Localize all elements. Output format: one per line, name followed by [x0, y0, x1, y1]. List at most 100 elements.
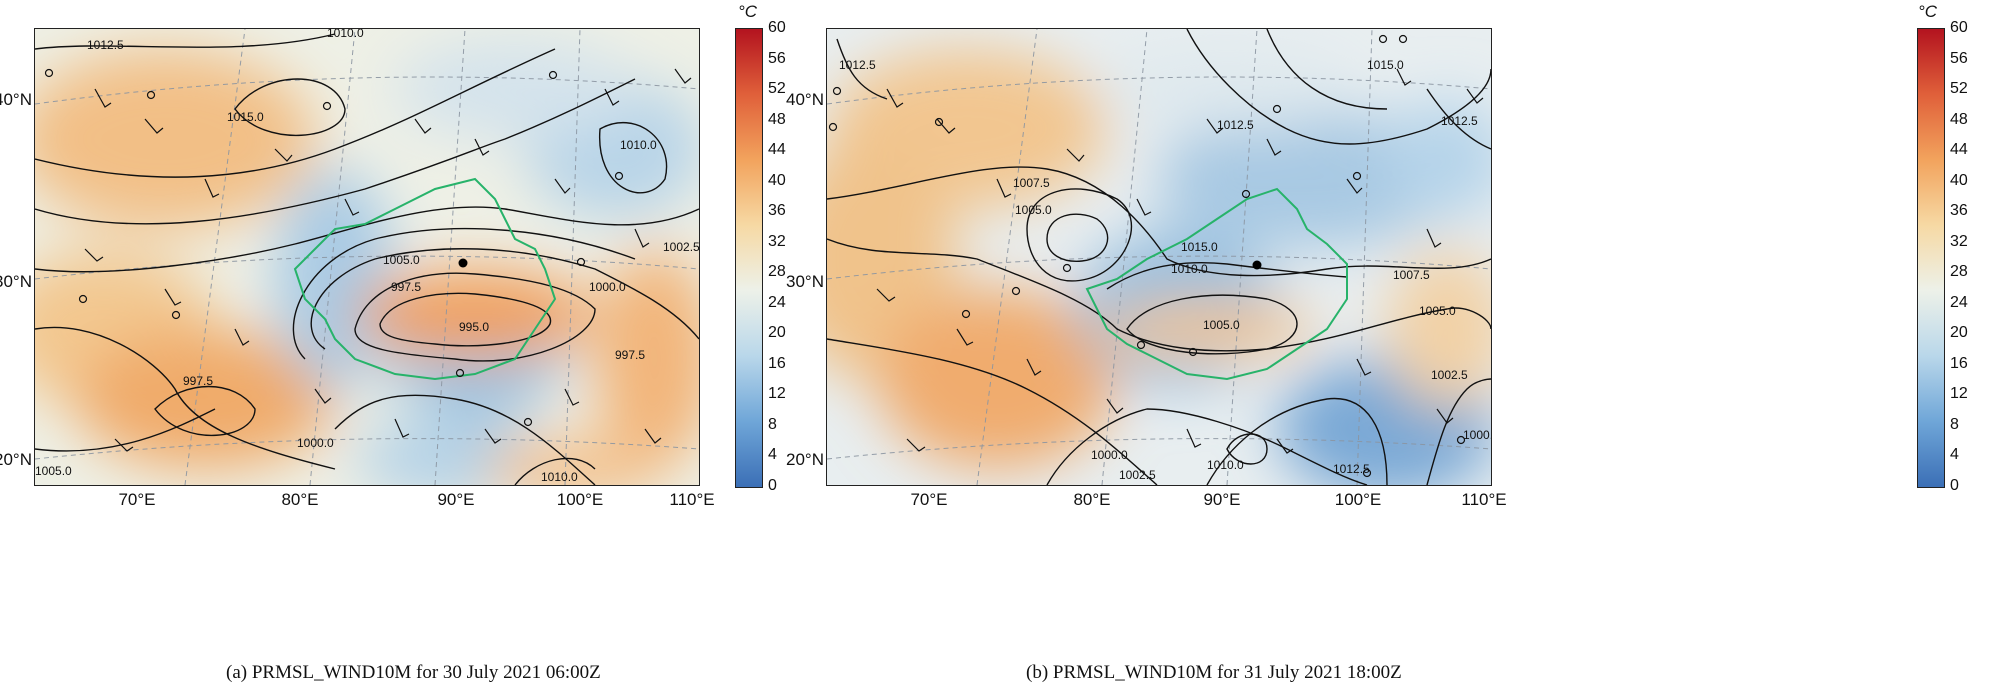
colorbar-tick: 4 — [1950, 446, 1959, 464]
map-b-svg: 1012.5 1015.0 1012.5 1012.5 1007.5 1005.… — [827, 29, 1491, 485]
colorbar-tick: 8 — [768, 415, 777, 433]
colorbar-tick: 16 — [768, 354, 786, 372]
lat-label: 30°N — [786, 272, 824, 291]
lon-label: 110°E — [1461, 490, 1507, 509]
contour-label: 1005.0 — [35, 464, 72, 478]
colorbar-tick: 48 — [768, 110, 786, 128]
lon-label: 110°E — [669, 490, 715, 509]
map-a-svg: 1012.5 1010.0 1015.0 1010.0 1005.0 1002.… — [35, 29, 699, 485]
colorbar-tick: 4 — [768, 446, 777, 464]
contour-label: 1005.0 — [1419, 304, 1456, 318]
isobars-b — [827, 29, 1491, 485]
lon-label: 70°E — [910, 490, 948, 509]
contour-label: 1012.5 — [87, 38, 124, 52]
contour-label: 1000.0 — [589, 280, 626, 294]
lat-label: 20°N — [0, 450, 32, 469]
contour-label: 1010.0 — [620, 138, 657, 152]
contour-label: 1015.0 — [1367, 58, 1404, 72]
contour-label: 995.0 — [459, 320, 489, 334]
temperature-field-b — [827, 49, 1491, 485]
colorbar-tick: 28 — [1950, 263, 1968, 281]
colorbar-tick: 8 — [1950, 415, 1959, 433]
colorbar-tick: 60 — [768, 19, 786, 36]
lon-label: 90°E — [1203, 490, 1241, 509]
contour-label: 1002.5 — [1119, 468, 1156, 482]
contour-label: 1012.5 — [839, 58, 876, 72]
contour-label: 1005.0 — [1015, 203, 1052, 217]
contour-label: 1010.0 — [1171, 262, 1208, 276]
caption-b: (b) PRMSL_WIND10M for 31 July 2021 18:00… — [1026, 662, 1402, 683]
colorbar-tick: 44 — [768, 141, 786, 159]
lon-label: 100°E — [556, 490, 604, 509]
caption-a: (a) PRMSL_WIND10M for 30 July 2021 06:00… — [226, 662, 601, 683]
contour-labels-b: 1012.5 1015.0 1012.5 1012.5 1007.5 1005.… — [839, 58, 1491, 482]
colorbar-tick: 28 — [768, 263, 786, 281]
calm-markers-a — [44, 68, 624, 427]
contour-label: 1010.0 — [541, 470, 578, 484]
lon-label: 80°E — [281, 490, 319, 509]
lat-label: 20°N — [786, 450, 824, 469]
colorbar-tick: 60 — [1950, 19, 1968, 36]
colorbar-tick: 48 — [1950, 110, 1968, 128]
colorbar-unit: °C — [738, 2, 758, 21]
graticule-b — [827, 29, 1491, 485]
colorbar-tick: 12 — [1950, 385, 1968, 403]
colorbar-tick: 20 — [1950, 324, 1968, 342]
wind-barbs-b — [876, 68, 1484, 454]
colorbar-tick: 24 — [768, 293, 786, 311]
lat-label: 40°N — [0, 90, 32, 109]
colorbar-tick: 40 — [1950, 171, 1968, 189]
contour-label: 1002.5 — [663, 240, 699, 254]
lat-label: 40°N — [786, 90, 824, 109]
isobars-a — [35, 33, 699, 485]
colorbar-tick: 56 — [1950, 49, 1968, 67]
colorbar-tick: 56 — [768, 49, 786, 67]
contour-label: 1010.0 — [1207, 458, 1244, 472]
colorbar-tick: 32 — [768, 232, 786, 250]
lon-label: 90°E — [437, 490, 475, 509]
region-boundary-a — [293, 177, 557, 381]
contour-label: 1005.0 — [383, 253, 420, 267]
contour-labels-a: 1012.5 1010.0 1015.0 1010.0 1005.0 1002.… — [35, 29, 699, 484]
colorbar-unit: °C — [1918, 2, 1938, 21]
map-a: 1012.5 1010.0 1015.0 1010.0 1005.0 1002.… — [34, 28, 700, 486]
colorbar-tick: 0 — [768, 477, 777, 494]
calm-markers-b — [828, 34, 1466, 478]
colorbar-tick: 36 — [1950, 202, 1968, 220]
contour-label: 1012.5 — [1217, 118, 1254, 132]
lon-label: 100°E — [1334, 490, 1382, 509]
colorbar-tick: 0 — [1950, 477, 1959, 494]
contour-label: 1010.0 — [327, 29, 364, 40]
contour-label: 1000.0 — [1091, 448, 1128, 462]
colorbar-tick: 52 — [1950, 80, 1968, 98]
contour-label: 997.5 — [615, 348, 645, 362]
wind-barbs-a — [84, 68, 692, 452]
contour-label: 1007.5 — [1013, 176, 1050, 190]
lat-label: 30°N — [0, 272, 32, 291]
region-boundary-b — [1085, 187, 1348, 381]
lon-label: 70°E — [118, 490, 156, 509]
contour-label: 1012.5 — [1441, 114, 1478, 128]
colorbar-tick: 36 — [768, 202, 786, 220]
station-marker-b — [1252, 260, 1262, 270]
contour-label: 1000.0 — [297, 436, 334, 450]
colorbar-tick: 16 — [1950, 354, 1968, 372]
colorbar-tick: 20 — [768, 324, 786, 342]
contour-label: 1015.0 — [227, 110, 264, 124]
colorbar-tick: 44 — [1950, 141, 1968, 159]
colorbar-b — [1917, 28, 1945, 488]
map-b: 1012.5 1015.0 1012.5 1012.5 1007.5 1005.… — [826, 28, 1492, 486]
colorbar-tick: 24 — [1950, 293, 1968, 311]
colorbar-a — [735, 28, 763, 488]
colorbar-tick: 32 — [1950, 232, 1968, 250]
colorbar-tick: 12 — [768, 385, 786, 403]
contour-label: 1002.5 — [1431, 368, 1468, 382]
contour-label: 1012.5 — [1333, 462, 1370, 476]
lon-label: 80°E — [1073, 490, 1111, 509]
contour-label: 1000.0 — [1463, 428, 1491, 442]
station-marker-a — [458, 258, 468, 268]
colorbar-tick: 52 — [768, 80, 786, 98]
contour-label: 1007.5 — [1393, 268, 1430, 282]
contour-label: 1005.0 — [1203, 318, 1240, 332]
contour-label: 997.5 — [183, 374, 213, 388]
